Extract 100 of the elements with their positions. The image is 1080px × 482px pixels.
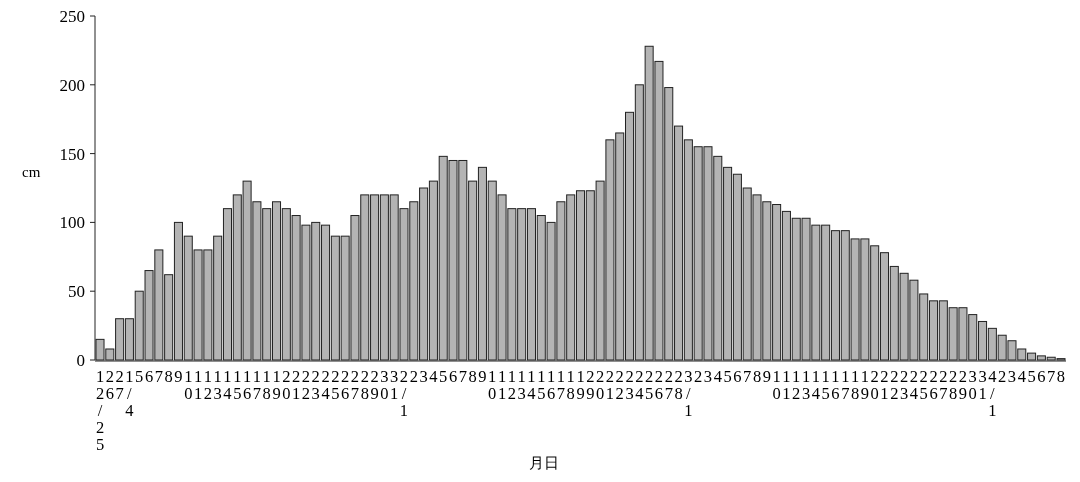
x-tick-label: 20 bbox=[282, 367, 291, 403]
x-tick-label: 5 bbox=[439, 367, 448, 386]
x-tick-label: 29 bbox=[958, 367, 968, 403]
x-tick-label: 14 bbox=[223, 367, 232, 403]
x-tick-label: 13 bbox=[517, 367, 526, 403]
x-tick-label: 23 bbox=[311, 367, 320, 403]
x-tick-label: 6 bbox=[144, 367, 154, 386]
x-tick-label: 4 bbox=[429, 367, 438, 386]
x-tick-label: 14 bbox=[811, 367, 820, 403]
x-tick-label: 12/25 bbox=[95, 367, 105, 454]
x-tick-label: 11 bbox=[497, 367, 507, 403]
x-tick-label: 16 bbox=[546, 367, 556, 403]
x-tick-label: 11 bbox=[193, 367, 203, 403]
x-tick-label: 3 bbox=[419, 367, 428, 386]
x-tick-label: 29 bbox=[370, 367, 379, 403]
x-tick-label: 17 bbox=[841, 367, 850, 403]
x-tick-label: 8 bbox=[164, 367, 173, 386]
y-axis-title: cm bbox=[22, 164, 41, 181]
x-tick-label: 9 bbox=[174, 367, 183, 386]
x-tick-label: 1/4 bbox=[125, 367, 134, 420]
x-tick-label: 29 bbox=[586, 367, 595, 403]
x-tick-label: 9 bbox=[478, 367, 487, 386]
x-tick-label: 7 bbox=[1047, 367, 1056, 386]
x-tick-label: 19 bbox=[860, 367, 869, 403]
y-tick-label: 200 bbox=[59, 75, 85, 95]
y-tick-label: 50 bbox=[68, 282, 85, 302]
x-tick-label: 2 bbox=[998, 367, 1007, 386]
x-tick-label: 4 bbox=[713, 367, 722, 386]
y-tick-label: 250 bbox=[59, 6, 85, 26]
x-tick-label: 4/1 bbox=[988, 367, 997, 420]
x-tick-label: 18 bbox=[850, 367, 860, 403]
x-tick-label: 5 bbox=[723, 367, 732, 386]
x-tick-label: 3 bbox=[1007, 367, 1017, 386]
x-tick-label: 16 bbox=[831, 367, 840, 403]
x-tick-label: 27 bbox=[939, 367, 948, 403]
x-tick-label: 25 bbox=[645, 367, 654, 403]
x-tick-label: 2/1 bbox=[399, 367, 409, 420]
x-tick-label: 18 bbox=[566, 367, 575, 403]
x-tick-label: 17 bbox=[556, 367, 566, 403]
x-tick-label: 7 bbox=[458, 367, 467, 386]
x-tick-label: 16 bbox=[242, 367, 252, 403]
x-tick-label: 12 bbox=[792, 367, 801, 403]
x-tick-label: 19 bbox=[576, 367, 585, 403]
x-tick-label: 8 bbox=[752, 367, 762, 386]
x-tick-label: 28 bbox=[949, 367, 958, 403]
x-tick-label: 3 bbox=[703, 367, 713, 386]
x-axis-title: 月日 bbox=[528, 455, 559, 471]
x-tick-label: 7 bbox=[154, 367, 163, 386]
x-tick-label: 28 bbox=[360, 367, 369, 403]
x-tick-label: 3/1 bbox=[684, 367, 693, 420]
x-tick-label: 17 bbox=[252, 367, 262, 403]
x-tick-label: 19 bbox=[272, 367, 281, 403]
x-tick-label: 22 bbox=[890, 367, 899, 403]
x-tick-label: 24 bbox=[909, 367, 919, 403]
x-tick-label: 9 bbox=[762, 367, 771, 386]
x-tick-label: 2 bbox=[409, 367, 418, 386]
x-tick-label: 21 bbox=[880, 367, 889, 403]
x-tick-label: 21 bbox=[292, 367, 301, 403]
x-tick-label: 15 bbox=[233, 367, 242, 403]
y-tick-label: 100 bbox=[59, 213, 85, 233]
x-tick-label: 8 bbox=[468, 367, 477, 386]
x-tick-label: 8 bbox=[1056, 367, 1066, 386]
x-tick-label: 20 bbox=[595, 367, 605, 403]
x-tick-label: 15 bbox=[537, 367, 546, 403]
x-tick-label: 28 bbox=[674, 367, 683, 403]
y-tick-label: 150 bbox=[59, 144, 85, 164]
x-tick-label: 18 bbox=[262, 367, 271, 403]
y-tick-label: 0 bbox=[76, 350, 85, 370]
x-tick-label: 24 bbox=[635, 367, 644, 403]
x-tick-label: 10 bbox=[488, 367, 497, 403]
x-tick-label: 26 bbox=[654, 367, 664, 403]
x-tick-label: 26 bbox=[105, 367, 114, 403]
x-tick-label: 4 bbox=[1017, 367, 1026, 386]
x-tick-label: 6 bbox=[448, 367, 458, 386]
x-tick-label: 10 bbox=[184, 367, 193, 403]
x-tick-label: 26 bbox=[929, 367, 938, 403]
x-tick-label: 30 bbox=[968, 367, 977, 403]
x-tick-label: 26 bbox=[341, 367, 350, 403]
x-tick-label: 25 bbox=[331, 367, 340, 403]
x-tick-label: 31 bbox=[978, 367, 987, 403]
x-tick-label: 31 bbox=[390, 367, 399, 403]
x-tick-label: 24 bbox=[321, 367, 330, 403]
x-tick-label: 5 bbox=[1027, 367, 1036, 386]
x-tick-label: 20 bbox=[870, 367, 879, 403]
x-tick-label: 22 bbox=[301, 367, 311, 403]
x-tick-label: 23 bbox=[625, 367, 634, 403]
x-tick-label: 15 bbox=[821, 367, 830, 403]
x-tick-label: 27 bbox=[350, 367, 360, 403]
x-tick-label: 21 bbox=[605, 367, 615, 403]
x-tick-label: 14 bbox=[527, 367, 536, 403]
x-tick-label: 30 bbox=[380, 367, 389, 403]
x-tick-label: 27 bbox=[664, 367, 673, 403]
x-tick-label: 13 bbox=[801, 367, 811, 403]
x-tick-label: 2 bbox=[694, 367, 703, 386]
x-tick-label: 13 bbox=[213, 367, 222, 403]
x-tick-label: 25 bbox=[919, 367, 928, 403]
x-tick-label: 6 bbox=[1037, 367, 1046, 386]
x-tick-label: 12 bbox=[203, 367, 212, 403]
x-tick-label: 5 bbox=[135, 367, 144, 386]
x-tick-label: 27 bbox=[115, 367, 124, 403]
